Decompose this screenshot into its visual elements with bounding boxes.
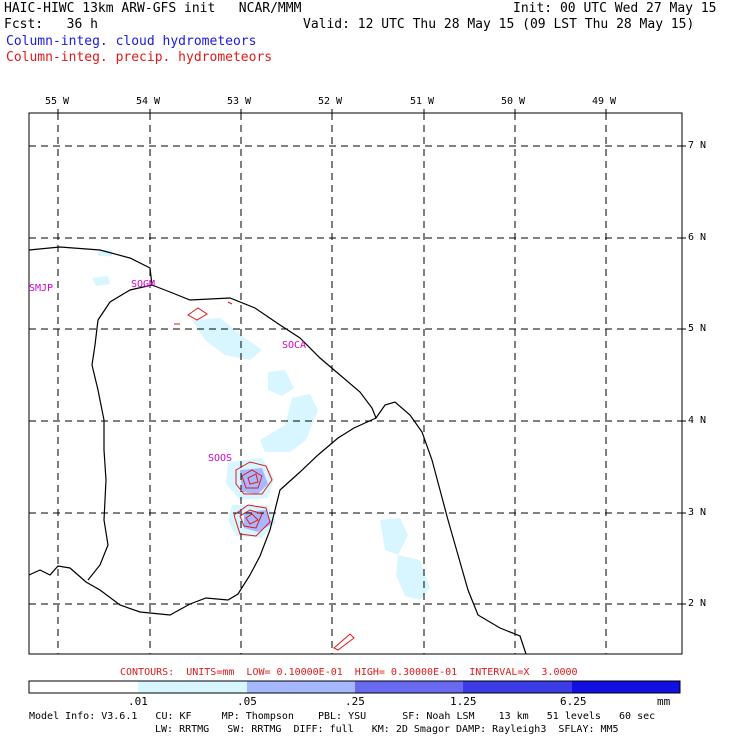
model-title: HAIC-HIWC 13km ARW-GFS init NCAR/MMM	[4, 1, 302, 16]
field-label-precip: Column-integ. precip. hydrometeors	[6, 50, 273, 65]
init-time: Init: 00 UTC Wed 27 May 15	[513, 1, 717, 16]
lon-label: 55 W	[45, 96, 70, 107]
model-info-line2: LW: RRTMG SW: RRTMG DIFF: full KM: 2D Sm…	[155, 724, 619, 735]
lat-lon-grid	[29, 113, 682, 654]
lon-label: 54 W	[136, 96, 161, 107]
lon-label: 52 W	[318, 96, 343, 107]
station-label: SOGM	[131, 279, 156, 290]
lat-ticks	[682, 145, 686, 605]
lon-label: 49 W	[592, 96, 617, 107]
colorbar-label: .25	[345, 695, 365, 708]
forecast-hour: Fcst: 36 h	[4, 17, 98, 32]
lat-label: 2 N	[688, 598, 707, 609]
colorbar	[28, 680, 681, 694]
contour-info: CONTOURS: UNITS=mm LOW= 0.10000E-01 HIGH…	[120, 667, 578, 678]
colorbar-label: 6.25	[560, 695, 587, 708]
field-label-cloud: Column-integ. cloud hydrometeors	[6, 34, 257, 49]
valid-time: Valid: 12 UTC Thu 28 May 15 (09 LST Thu …	[303, 17, 695, 32]
lat-label: 5 N	[688, 323, 707, 334]
lat-label: 7 N	[688, 140, 707, 151]
station-label: SOOS	[208, 453, 233, 464]
lat-label: 6 N	[688, 232, 707, 243]
lon-label: 53 W	[227, 96, 252, 107]
colorbar-label: .01	[128, 695, 148, 708]
cloud-hydrometeor-fill	[92, 250, 430, 600]
lon-label: 51 W	[410, 96, 435, 107]
colorbar-label: 1.25	[450, 695, 477, 708]
station-label: SMJP	[29, 283, 54, 294]
model-info-line1: Model Info: V3.6.1 CU: KF MP: Thompson P…	[29, 711, 656, 722]
station-label: SOCA	[282, 340, 307, 351]
lon-label: 50 W	[501, 96, 526, 107]
lat-label: 3 N	[688, 507, 707, 518]
colorbar-unit: mm	[657, 695, 671, 708]
map-frame	[28, 112, 683, 655]
colorbar-label: .05	[237, 695, 257, 708]
lon-ticks	[57, 109, 607, 113]
precip-hydrometeor-contours	[174, 301, 355, 651]
lat-label: 4 N	[688, 415, 707, 426]
coastline	[28, 246, 527, 655]
